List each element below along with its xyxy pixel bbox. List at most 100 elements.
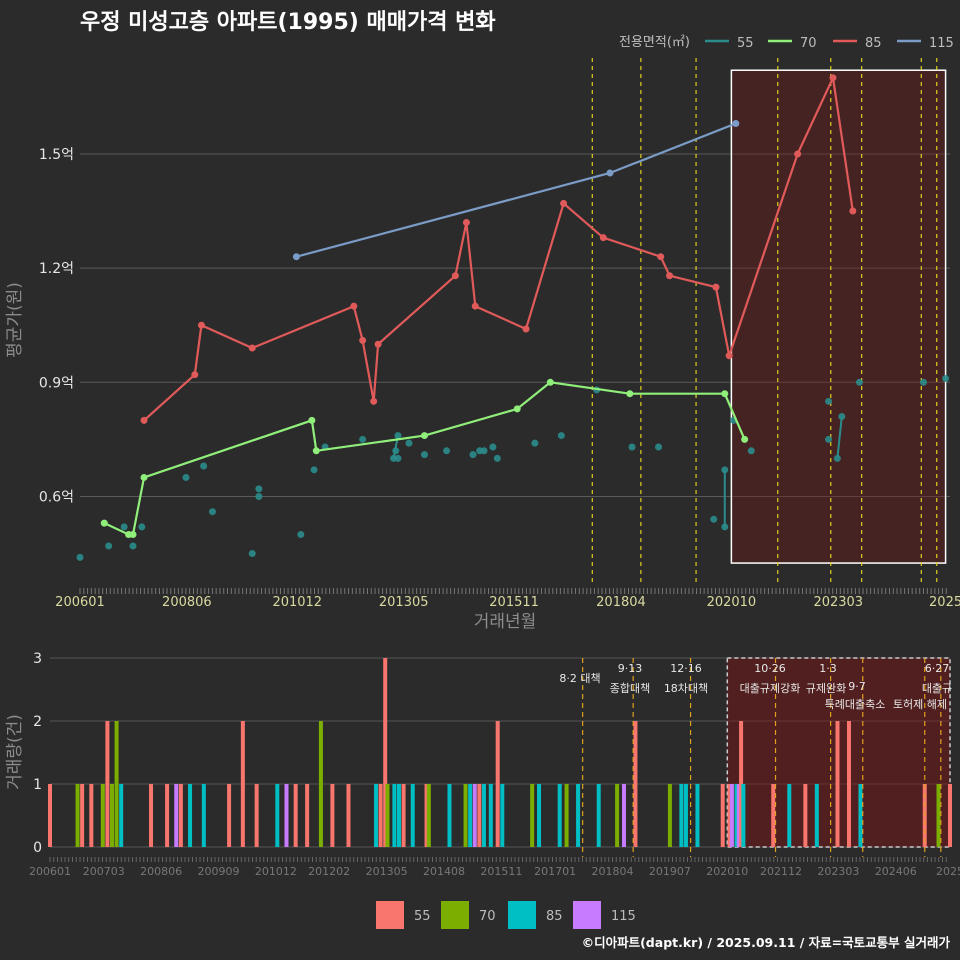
- policy-desc: 종합대책: [610, 682, 650, 695]
- volume-bar: [500, 784, 505, 847]
- volume-bar: [846, 721, 851, 847]
- legend-label-70: 70: [800, 36, 817, 51]
- point-115: [292, 253, 300, 261]
- point-70: [626, 390, 634, 398]
- point-85: [829, 74, 837, 82]
- bar-x-tick-label: 201701: [534, 865, 576, 878]
- volume-bar: [948, 784, 952, 847]
- point-70: [420, 432, 428, 440]
- volume-bar: [284, 784, 289, 847]
- volume-bar: [447, 784, 452, 847]
- volume-bar: [254, 784, 259, 847]
- point-55: [105, 542, 113, 550]
- volume-bar: [424, 784, 429, 847]
- point-55: [405, 439, 413, 447]
- point-85: [471, 302, 479, 310]
- volume-bar: [683, 784, 688, 847]
- x-tick-label: 202010: [707, 595, 757, 610]
- volume-bar: [557, 784, 562, 847]
- point-85: [191, 371, 199, 379]
- point-70: [140, 473, 148, 481]
- x-tick-label: 2025: [929, 595, 960, 610]
- point-85: [140, 416, 148, 424]
- volume-bar: [105, 721, 110, 847]
- point-55: [297, 531, 305, 539]
- bar-y-tick-label: 2: [33, 714, 42, 730]
- point-85: [712, 283, 720, 291]
- point-85: [197, 321, 205, 329]
- volume-bar: [858, 784, 863, 847]
- point-55: [825, 397, 833, 405]
- point-55: [76, 553, 84, 561]
- point-55: [138, 523, 146, 531]
- top-legend: 전용면적(㎡) 55 70 85 115: [619, 35, 954, 51]
- volume-bar: [667, 784, 672, 847]
- series-115: [292, 120, 740, 261]
- policy-label: 6·27: [925, 662, 950, 675]
- y-tick-label: 0.9억: [39, 375, 74, 391]
- point-55: [208, 508, 216, 516]
- point-55: [747, 447, 755, 455]
- series-70: [100, 378, 749, 539]
- caption: ©디아파트(dapt.kr) / 2025.09.11 / 자료=국토교통부 실…: [582, 935, 951, 950]
- volume-bar: [165, 784, 170, 847]
- point-55: [120, 523, 128, 531]
- point-85: [350, 302, 358, 310]
- volume-bar: [621, 784, 626, 847]
- x-tick-label: 200601: [55, 595, 105, 610]
- volume-y-axis-title: 거래량(건): [5, 714, 25, 790]
- volume-bar: [727, 784, 732, 847]
- point-70: [100, 519, 108, 527]
- bar-x-tick-label: 202112: [760, 865, 802, 878]
- point-70: [513, 405, 521, 413]
- series-55: [76, 374, 950, 561]
- bar-x-tick-label: 200806: [140, 865, 182, 878]
- bottom-legend: 55 70 85 115: [376, 901, 636, 929]
- volume-bar: [729, 784, 734, 847]
- point-55: [182, 473, 190, 481]
- y-tick-label: 1.2억: [39, 261, 74, 277]
- volume-bar: [596, 784, 601, 847]
- volume-bar: [149, 784, 154, 847]
- point-55: [255, 485, 263, 493]
- legend-swatch-70: [441, 901, 469, 929]
- y-tick-label: 1.5억: [39, 147, 74, 163]
- point-85: [370, 397, 378, 405]
- point-70: [308, 416, 316, 424]
- volume-bar: [530, 784, 535, 847]
- point-55: [493, 454, 501, 462]
- volume-bar: [174, 784, 179, 847]
- point-70: [721, 390, 729, 398]
- bar-x-tick-label: 201202: [308, 865, 350, 878]
- legend-swatch-55: [376, 901, 404, 929]
- point-55: [855, 378, 863, 386]
- volume-bar: [80, 784, 85, 847]
- volume-bar: [803, 784, 808, 847]
- volume-bar: [401, 784, 406, 847]
- policy-desc: 토허제 해제: [893, 697, 947, 711]
- bar-x-tick-label: 200703: [83, 865, 125, 878]
- point-55: [825, 435, 833, 443]
- x-tick-label: 201012: [272, 595, 322, 610]
- point-55: [628, 443, 636, 451]
- policy-label: 8·2 대책: [559, 672, 600, 685]
- volume-bar: [488, 784, 493, 847]
- point-85: [451, 272, 459, 280]
- bar-x-tick-label: 201305: [366, 865, 408, 878]
- point-85: [248, 344, 256, 352]
- point-55: [255, 492, 263, 500]
- legend-swatch-115: [573, 901, 601, 929]
- volume-bar: [178, 784, 183, 847]
- volume-bar: [739, 721, 744, 847]
- policy-desc: 대출규: [922, 682, 952, 695]
- volume-bar: [463, 784, 468, 847]
- price-line-chart: 0.6억 0.9억 1.2억 1.5억 200601 200806 201012 201305…: [39, 58, 960, 610]
- volume-bar: [537, 784, 542, 847]
- point-70: [129, 531, 137, 539]
- volume-bar: [771, 784, 776, 847]
- bar-x-tick-label: 202010: [706, 865, 748, 878]
- x-tick-label: 202303: [813, 595, 863, 610]
- policy-label: 9·13: [618, 662, 643, 675]
- volume-bar: [472, 784, 477, 847]
